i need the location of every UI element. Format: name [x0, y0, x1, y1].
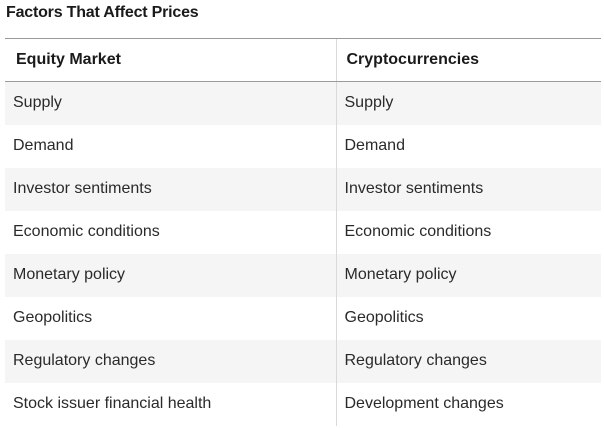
column-header-equity-market: Equity Market — [5, 38, 336, 82]
table-row: Economic conditions Economic conditions — [5, 210, 601, 254]
equity-market-cell: Economic conditions — [13, 223, 160, 240]
equity-market-cell: Supply — [5, 81, 336, 125]
table-caption: Factors That Affect Prices — [6, 4, 199, 21]
table-row: Supply Supply — [5, 81, 601, 125]
cryptocurrencies-cell: Regulatory changes — [335, 339, 601, 383]
cryptocurrencies-cell: Monetary policy — [335, 253, 601, 297]
cryptocurrencies-cell: Development changes — [335, 382, 601, 426]
header-row: Equity Market Cryptocurrencies — [5, 38, 601, 82]
price-factors-table: Equity Market Cryptocurrencies Supply Su… — [5, 38, 601, 426]
equity-market-cell: Investor sentiments — [5, 167, 336, 211]
equity-market-cell: Geopolitics — [13, 309, 93, 326]
cryptocurrencies-cell: Economic conditions — [335, 210, 601, 254]
table-row: Investor sentiments Investor sentiments — [5, 167, 601, 211]
equity-market-cell: Regulatory changes — [5, 339, 336, 383]
table-row: Stock issuer financial health Developmen… — [5, 382, 601, 426]
cryptocurrencies-cell: Demand — [335, 124, 601, 168]
cryptocurrencies-cell: Investor sentiments — [335, 167, 601, 211]
cryptocurrencies-cell: Geopolitics — [335, 296, 601, 340]
table-header: Equity Market Cryptocurrencies — [5, 38, 601, 82]
table-row: Demand Demand — [5, 124, 601, 168]
table-row: Regulatory changes Regulatory changes — [5, 339, 601, 383]
column-header-cryptocurrencies: Cryptocurrencies — [335, 38, 601, 82]
equity-market-cell: Monetary policy — [5, 253, 336, 297]
equity-market-cell: Demand — [13, 137, 74, 154]
table-row: Monetary policy Monetary policy — [5, 253, 601, 297]
table-body: Supply Supply Demand Demand Investor sen… — [5, 81, 601, 426]
cryptocurrencies-cell: Supply — [335, 81, 601, 125]
equity-market-cell: Stock issuer financial health — [13, 395, 212, 412]
table-row: Geopolitics Geopolitics — [5, 296, 601, 340]
